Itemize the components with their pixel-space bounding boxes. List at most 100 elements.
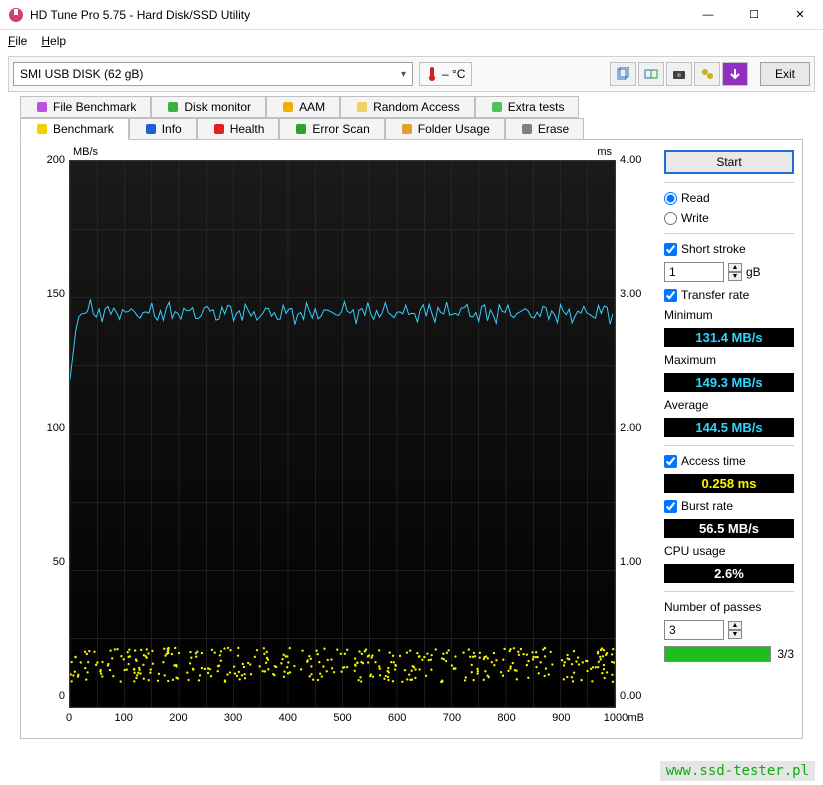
tab-row-top: File Benchmark Disk monitorAAM Random Acce…: [20, 96, 803, 118]
settings-button[interactable]: [694, 62, 720, 86]
access-value: 0.258 ms: [664, 474, 794, 493]
x-tick: 700: [443, 712, 461, 724]
y-left-tick: 0: [59, 690, 65, 702]
dropdown-icon: ▾: [401, 69, 406, 80]
x-tick: 900: [552, 712, 570, 724]
info-icon: [144, 122, 158, 136]
short-stroke-unit: gB: [746, 265, 761, 279]
passes-spinner[interactable]: ▲▼: [664, 620, 794, 640]
error-scan-icon: [294, 122, 308, 136]
tab-row-bottom: Benchmark Info Health Error Scan Folder Usag…: [20, 118, 803, 139]
y-right-tick: 4.00: [620, 154, 641, 166]
short-stroke-spinner[interactable]: ▲▼ gB: [664, 262, 794, 282]
copy-button[interactable]: [610, 62, 636, 86]
short-stroke-check[interactable]: Short stroke: [664, 242, 794, 256]
tab-label: Folder Usage: [418, 122, 490, 136]
short-stroke-input[interactable]: [664, 262, 724, 282]
minimum-label: Minimum: [664, 308, 794, 322]
progress-row: 3/3: [664, 646, 794, 662]
read-radio[interactable]: Read: [664, 191, 794, 205]
x-tick: 1000: [604, 712, 628, 724]
chart-plot: [69, 160, 616, 708]
menubar: File Help: [0, 30, 823, 52]
y-right-tick: 0.00: [620, 690, 641, 702]
tab-random-access[interactable]: Random Access: [340, 96, 475, 118]
menu-help[interactable]: Help: [41, 34, 66, 48]
start-button[interactable]: Start: [664, 150, 794, 174]
y-right-unit: ms: [597, 146, 612, 158]
tab-aam[interactable]: AAM: [266, 96, 340, 118]
app-icon: [8, 7, 24, 23]
toolbar-icons: [610, 62, 748, 86]
passes-input[interactable]: [664, 620, 724, 640]
close-button[interactable]: ✕: [777, 0, 823, 30]
disk-monitor-icon: [166, 100, 180, 114]
chart-svg: [70, 161, 615, 707]
transfer-rate-check[interactable]: Transfer rate: [664, 288, 794, 302]
progress-bar: [664, 646, 771, 662]
y-left-tick: 200: [47, 154, 65, 166]
tab-label: Info: [162, 122, 182, 136]
erase-icon: [520, 122, 534, 136]
tab-label: File Benchmark: [53, 100, 136, 114]
menu-file[interactable]: File: [8, 34, 27, 48]
y-right-tick: 3.00: [620, 288, 641, 300]
progress-text: 3/3: [777, 647, 794, 661]
minimize-button[interactable]: —: [685, 0, 731, 30]
save-button[interactable]: [722, 62, 748, 86]
average-value: 144.5 MB/s: [664, 418, 794, 437]
tabs-container: File Benchmark Disk monitorAAM Random Acce…: [20, 96, 803, 139]
health-icon: [212, 122, 226, 136]
tab-extra-tests[interactable]: Extra tests: [475, 96, 580, 118]
tab-info[interactable]: Info: [129, 118, 197, 139]
chart-area: MB/s 050100150200 ms 0.001.002.003.004.0…: [29, 150, 656, 728]
screenshot-button[interactable]: [666, 62, 692, 86]
tab-disk-monitor[interactable]: Disk monitor: [151, 96, 266, 118]
x-tick: 500: [333, 712, 351, 724]
x-tick: 600: [388, 712, 406, 724]
burst-rate-check[interactable]: Burst rate: [664, 499, 794, 513]
tab-erase[interactable]: Erase: [505, 118, 584, 139]
tab-error-scan[interactable]: Error Scan: [279, 118, 384, 139]
y-left-tick: 150: [47, 288, 65, 300]
tab-label: Error Scan: [312, 122, 369, 136]
tab-health[interactable]: Health: [197, 118, 280, 139]
copy-all-button[interactable]: [638, 62, 664, 86]
device-select[interactable]: SMI USB DISK (62 gB) ▾: [13, 62, 413, 86]
tab-label: Erase: [538, 122, 569, 136]
temperature-display: – °C: [419, 62, 472, 86]
passes-label: Number of passes: [664, 600, 794, 614]
maximize-button[interactable]: ☐: [731, 0, 777, 30]
spin-up-icon[interactable]: ▲: [728, 621, 742, 630]
extra-tests-icon: [490, 100, 504, 114]
tab-benchmark[interactable]: Benchmark: [20, 118, 129, 140]
window-title: HD Tune Pro 5.75 - Hard Disk/SSD Utility: [30, 8, 685, 22]
side-panel: Start Read Write Short stroke ▲▼ gB Tran…: [664, 150, 794, 728]
y-axis-right: ms 0.001.002.003.004.00: [616, 150, 656, 708]
tab-label: Health: [230, 122, 265, 136]
tab-label: Random Access: [373, 100, 460, 114]
y-left-tick: 50: [53, 556, 65, 568]
x-axis: mB 01002003004005006007008009001000: [69, 710, 616, 728]
tab-folder-usage[interactable]: Folder Usage: [385, 118, 505, 139]
tab-file-benchmark[interactable]: File Benchmark: [20, 96, 151, 118]
titlebar: HD Tune Pro 5.75 - Hard Disk/SSD Utility…: [0, 0, 823, 30]
maximum-value: 149.3 MB/s: [664, 373, 794, 392]
burst-value: 56.5 MB/s: [664, 519, 794, 538]
exit-button[interactable]: Exit: [760, 62, 810, 86]
spin-down-icon[interactable]: ▼: [728, 272, 742, 281]
temperature-value: – °C: [442, 67, 465, 81]
cpu-label: CPU usage: [664, 544, 794, 558]
aam-icon: [281, 100, 295, 114]
x-tick: 200: [169, 712, 187, 724]
spin-up-icon[interactable]: ▲: [728, 263, 742, 272]
x-unit: mB: [628, 712, 645, 724]
access-time-check[interactable]: Access time: [664, 454, 794, 468]
average-label: Average: [664, 398, 794, 412]
device-label: SMI USB DISK (62 gB): [20, 67, 143, 81]
random-access-icon: [355, 100, 369, 114]
file-benchmark-icon: [35, 100, 49, 114]
write-radio[interactable]: Write: [664, 211, 794, 225]
spin-down-icon[interactable]: ▼: [728, 630, 742, 639]
watermark: www.ssd-tester.pl: [660, 761, 815, 781]
